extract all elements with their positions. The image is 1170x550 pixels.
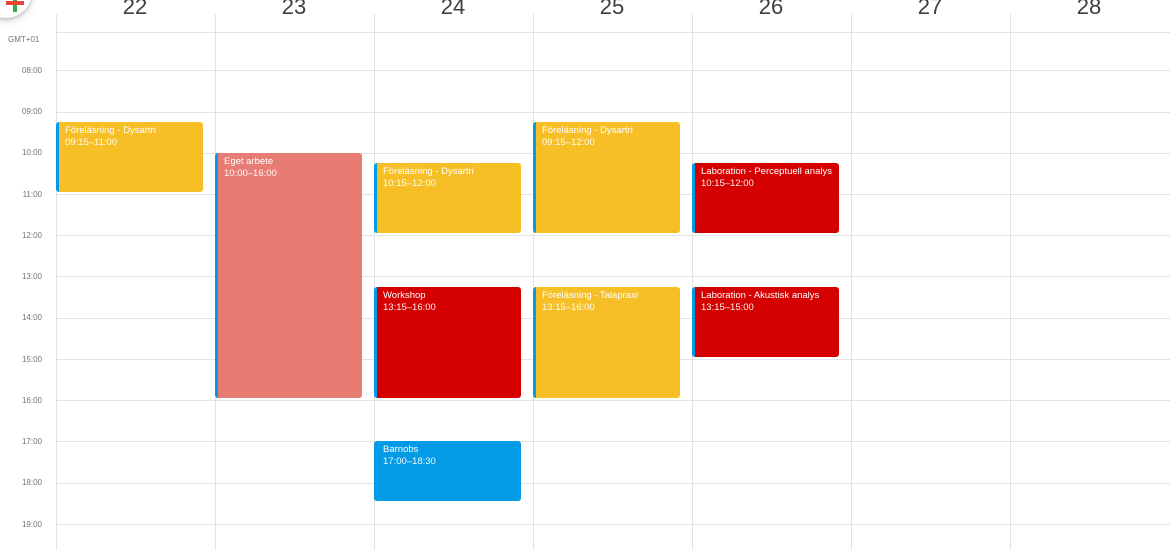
grid-line [56,441,1170,442]
hour-label: 14:00 [21,313,42,322]
plus-icon [6,0,24,12]
column-divider [56,14,57,550]
event-workshop[interactable]: Workshop 13:15–16:00 [374,287,521,398]
grid-line [56,70,1170,71]
hour-label: 19:00 [21,520,42,529]
event-barnobs[interactable]: Barnobs 17:00–18:30 [374,441,521,501]
event-laboration-akustisk-analys[interactable]: Laboration - Akustisk analys 13:15–15:00 [692,287,839,357]
column-divider [692,14,693,550]
event-time: 09:15–11:00 [65,137,118,148]
hour-label: 09:00 [21,107,42,116]
event-forelasning-talapraxi[interactable]: Föreläsning - Talapraxi 13:15–16:00 [533,287,680,398]
hour-label: 13:00 [21,272,42,281]
day-header-27[interactable]: 27 [917,0,943,19]
event-time: 09:15–12:00 [542,137,595,148]
day-header-22[interactable]: 22 [122,0,148,19]
hour-label: 16:00 [21,396,42,405]
event-forelasning-dysartri[interactable]: Föreläsning - Dysartri 09:15–11:00 [56,122,203,192]
event-time: 10:15–12:00 [383,178,436,189]
create-button[interactable] [0,0,32,18]
event-title: Barnobs [383,444,419,455]
grid-line [56,276,1170,277]
event-time: 13:15–15:00 [701,302,754,313]
event-title: Föreläsning - Dysartri [383,166,474,177]
event-title: Föreläsning - Talapraxi [542,290,638,301]
grid-line [56,32,1170,33]
event-forelasning-dysartri[interactable]: Föreläsning - Dysartri 09:15–12:00 [533,122,680,233]
hour-label: 10:00 [21,148,42,157]
grid-line [56,400,1170,401]
event-title: Laboration - Perceptuell analys [701,166,832,177]
hour-label: 17:00 [21,437,42,446]
day-header-28[interactable]: 28 [1076,0,1102,19]
event-time: 17:00–18:30 [383,456,436,467]
event-time: 13:15–16:00 [383,302,436,313]
event-forelasning-dysartri[interactable]: Föreläsning - Dysartri 10:15–12:00 [374,163,521,233]
column-divider [374,14,375,550]
grid-line [56,524,1170,525]
column-divider [1010,14,1011,550]
event-time: 10:00–16:00 [224,168,277,179]
grid-line [56,235,1170,236]
event-title: Workshop [383,290,426,301]
hour-label: 15:00 [21,355,42,364]
day-header-23[interactable]: 23 [281,0,307,19]
column-divider [533,14,534,550]
day-header-25[interactable]: 25 [599,0,625,19]
event-eget-arbete[interactable]: Eget arbete 10:00–16:00 [215,153,362,398]
event-laboration-perceptuell-analys[interactable]: Laboration - Perceptuell analys 10:15–12… [692,163,839,233]
grid-line [56,112,1170,113]
grid-line [56,483,1170,484]
column-divider [851,14,852,550]
hour-label: 18:00 [21,478,42,487]
event-title: Eget arbete [224,156,274,167]
hour-label: 12:00 [21,231,42,240]
hour-label: 08:00 [21,66,42,75]
timezone-label: GMT+01 [8,35,40,44]
hour-label: 11:00 [22,190,42,199]
event-time: 10:15–12:00 [701,178,754,189]
event-title: Föreläsning - Dysartri [542,125,633,136]
event-title: Laboration - Akustisk analys [701,290,820,301]
event-title: Föreläsning - Dysartri [65,125,156,136]
event-time: 13:15–16:00 [542,302,595,313]
day-header-24[interactable]: 24 [440,0,466,19]
day-header-26[interactable]: 26 [758,0,784,19]
